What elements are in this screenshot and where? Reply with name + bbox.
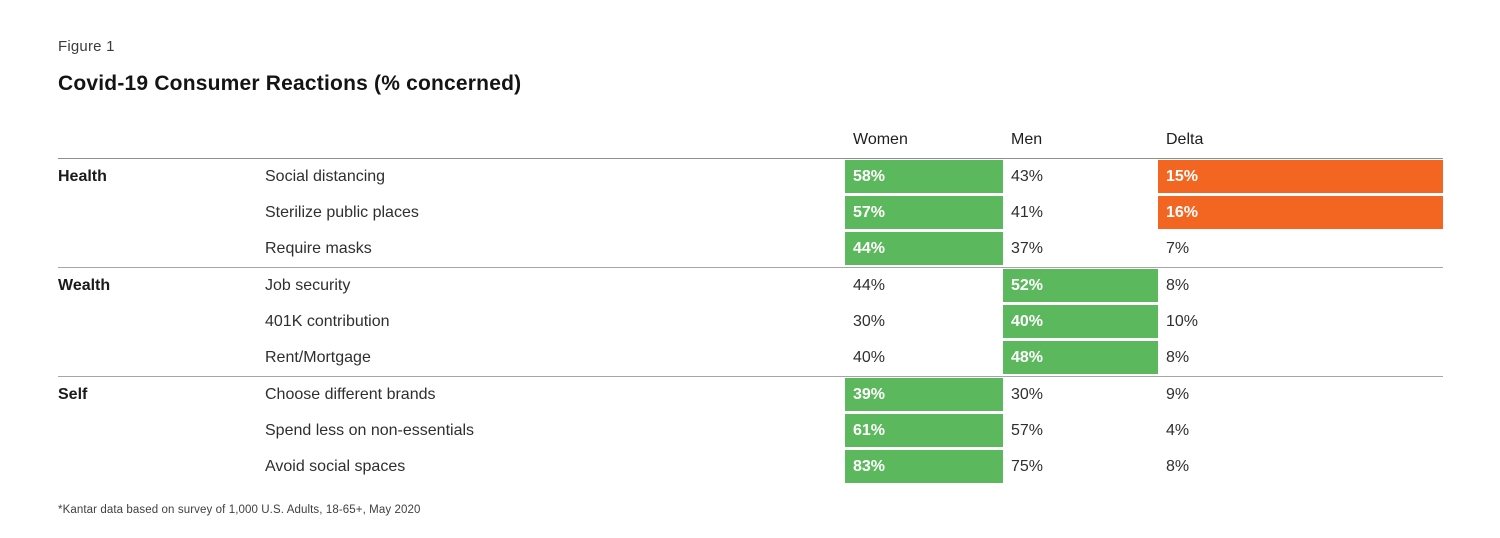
row-item-label: Job security <box>265 277 351 294</box>
women-value-cell: 61% <box>845 413 1003 449</box>
row-item-label: Spend less on non-essentials <box>265 422 475 439</box>
category-label-wealth: Wealth <box>58 277 111 294</box>
category-label-health: Health <box>58 168 107 185</box>
men-value-cell: 40% <box>1003 304 1158 340</box>
table-row: Spend less on non-essentials 61% 57% 4% <box>58 413 1443 449</box>
women-value-cell: 40% <box>845 340 1003 376</box>
row-item-label: 401K contribution <box>265 313 390 330</box>
table-row: Rent/Mortgage 40% 48% 8% <box>58 340 1443 376</box>
delta-highlight-bar: 16% <box>1158 196 1443 229</box>
delta-value-cell: 9% <box>1158 377 1443 413</box>
row-item-label: Require masks <box>265 240 372 257</box>
women-value-cell: 58% <box>845 159 1003 195</box>
figure-title: Covid-19 Consumer Reactions (% concerned… <box>58 72 522 95</box>
women-highlight-bar: 58% <box>845 160 1003 193</box>
category-spacer <box>58 304 265 340</box>
men-highlight-bar: 52% <box>1003 269 1158 302</box>
women-value: 40% <box>853 349 886 366</box>
figure-container: Figure 1 Covid-19 Consumer Reactions (% … <box>58 38 1443 516</box>
section-wealth: Wealth Job security 44% 52% 8% 401K cont… <box>58 267 1443 376</box>
category-spacer <box>58 449 265 485</box>
men-value-cell: 57% <box>1003 413 1158 449</box>
men-value: 75% <box>1011 458 1044 475</box>
table-row: Sterilize public places 57% 41% 16% <box>58 195 1443 231</box>
men-value-cell: 37% <box>1003 231 1158 267</box>
delta-value: 7% <box>1166 240 1190 257</box>
men-value: 43% <box>1011 168 1044 185</box>
women-value-cell: 44% <box>845 231 1003 267</box>
men-value-cell: 30% <box>1003 377 1158 413</box>
delta-value-cell: 15% <box>1158 159 1443 195</box>
women-value-cell: 39% <box>845 377 1003 413</box>
delta-value-cell: 4% <box>1158 413 1443 449</box>
delta-value-cell: 8% <box>1158 340 1443 376</box>
women-value-cell: 57% <box>845 195 1003 231</box>
delta-value: 8% <box>1166 277 1190 294</box>
section-health: Health Social distancing 58% 43% 15% Ste… <box>58 158 1443 267</box>
men-value-cell: 43% <box>1003 159 1158 195</box>
delta-value: 4% <box>1166 422 1190 439</box>
women-highlight-bar: 61% <box>845 414 1003 447</box>
men-value-cell: 41% <box>1003 195 1158 231</box>
women-value-cell: 83% <box>845 449 1003 485</box>
category-spacer <box>58 413 265 449</box>
men-value: 57% <box>1011 422 1044 439</box>
men-value: 41% <box>1011 204 1044 221</box>
men-value: 30% <box>1011 386 1044 403</box>
table-header-row: Women Men Delta <box>58 122 1443 158</box>
women-value: 44% <box>853 277 886 294</box>
women-highlight-bar: 57% <box>845 196 1003 229</box>
delta-value-cell: 8% <box>1158 449 1443 485</box>
column-header-men: Men <box>1011 131 1043 148</box>
source-footnote: *Kantar data based on survey of 1,000 U.… <box>58 504 421 516</box>
category-spacer <box>58 195 265 231</box>
table-row: Self Choose different brands 39% 30% 9% <box>58 377 1443 413</box>
delta-value: 8% <box>1166 349 1190 366</box>
women-highlight-bar: 39% <box>845 378 1003 411</box>
row-item-label: Social distancing <box>265 168 386 185</box>
women-highlight-bar: 83% <box>845 450 1003 483</box>
men-value: 37% <box>1011 240 1044 257</box>
section-self: Self Choose different brands 39% 30% 9% … <box>58 376 1443 485</box>
category-label-self: Self <box>58 386 88 403</box>
delta-value: 8% <box>1166 458 1190 475</box>
column-header-women: Women <box>853 131 908 148</box>
category-spacer <box>58 231 265 267</box>
men-value-cell: 52% <box>1003 268 1158 304</box>
delta-value-cell: 8% <box>1158 268 1443 304</box>
delta-value: 9% <box>1166 386 1190 403</box>
women-value-cell: 30% <box>845 304 1003 340</box>
row-item-label: Rent/Mortgage <box>265 349 371 366</box>
women-value: 30% <box>853 313 886 330</box>
delta-value-cell: 7% <box>1158 231 1443 267</box>
delta-value: 10% <box>1166 313 1199 330</box>
row-item-label: Avoid social spaces <box>265 458 406 475</box>
delta-value-cell: 10% <box>1158 304 1443 340</box>
consumer-reactions-table: Women Men Delta Health Social distancing… <box>58 122 1443 485</box>
category-spacer <box>58 340 265 376</box>
delta-highlight-bar: 15% <box>1158 160 1443 193</box>
table-row: Health Social distancing 58% 43% 15% <box>58 159 1443 195</box>
men-value-cell: 48% <box>1003 340 1158 376</box>
table-row: Require masks 44% 37% 7% <box>58 231 1443 267</box>
men-value-cell: 75% <box>1003 449 1158 485</box>
delta-value-cell: 16% <box>1158 195 1443 231</box>
table-row: Avoid social spaces 83% 75% 8% <box>58 449 1443 485</box>
table-row: 401K contribution 30% 40% 10% <box>58 304 1443 340</box>
figure-label: Figure 1 <box>58 38 115 55</box>
men-highlight-bar: 40% <box>1003 305 1158 338</box>
women-value-cell: 44% <box>845 268 1003 304</box>
table-row: Wealth Job security 44% 52% 8% <box>58 268 1443 304</box>
women-highlight-bar: 44% <box>845 232 1003 265</box>
row-item-label: Choose different brands <box>265 386 436 403</box>
row-item-label: Sterilize public places <box>265 204 419 221</box>
column-header-delta: Delta <box>1166 131 1204 148</box>
men-highlight-bar: 48% <box>1003 341 1158 374</box>
